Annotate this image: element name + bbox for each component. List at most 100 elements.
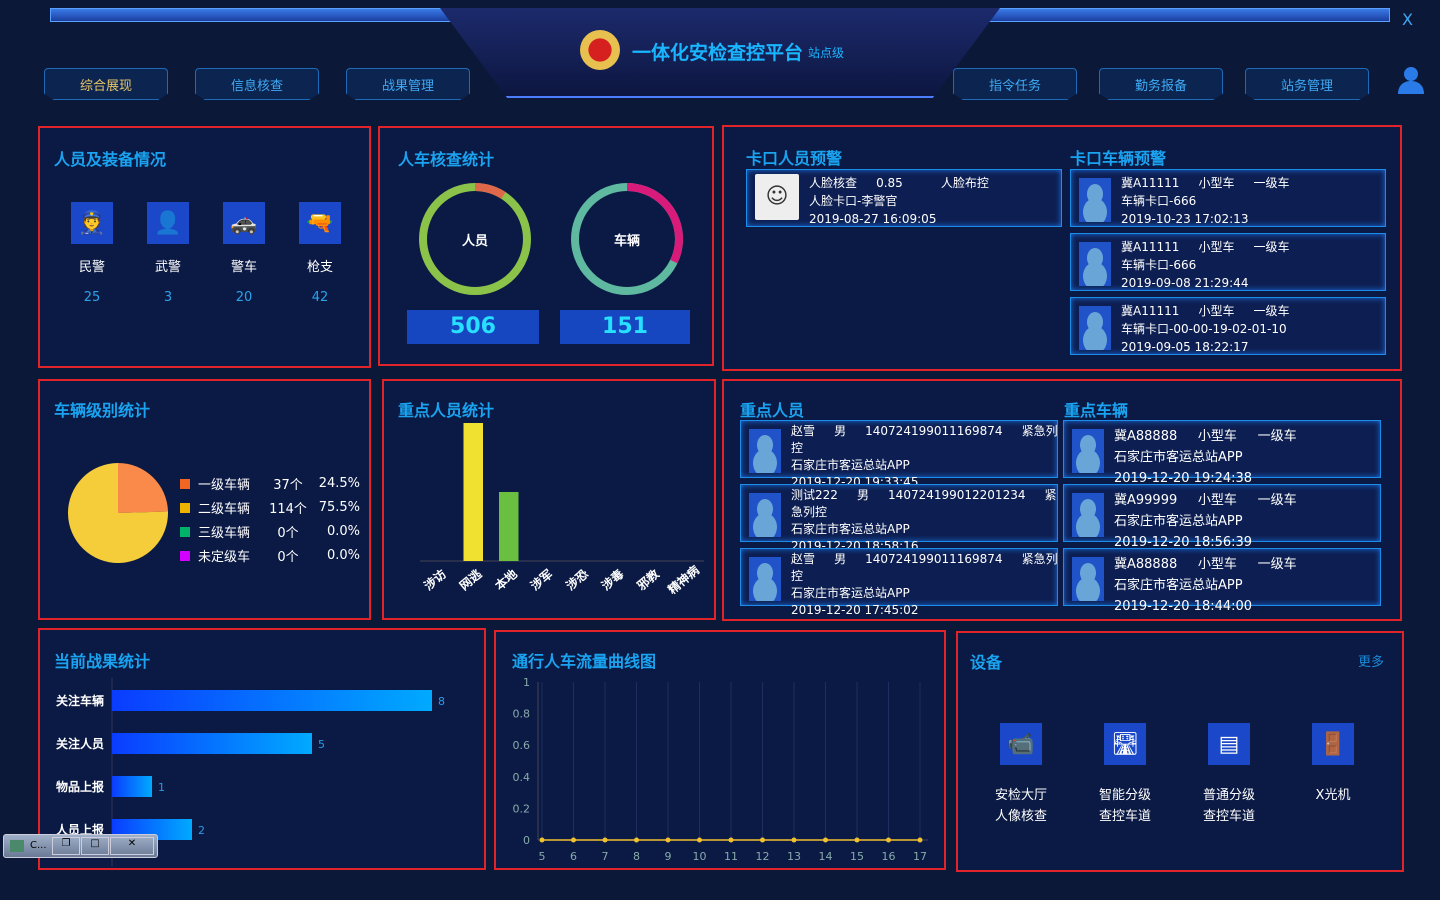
police-officer-icon: 👮: [71, 202, 113, 244]
device-label[interactable]: X光机: [1315, 788, 1351, 803]
legend-item: 未定级车 0个 0.0%: [180, 546, 360, 565]
x-tick-label: 15: [850, 850, 864, 863]
nav-tasks[interactable]: 指令任务: [953, 68, 1077, 100]
alert-text: 冀A11111 小型车 一级车 车辆卡口-666 2019-10-23 17:02:…: [1121, 176, 1290, 226]
staff-value: 20: [235, 290, 253, 305]
vehicle-text: 冀A88888 小型车 一级车 石家庄市客运总站APP 2019-12-20 19:…: [1114, 429, 1297, 486]
key-vehicle-card[interactable]: 冀A88888 小型车 一级车 石家庄市客运总站APP 2019-12-20 18:…: [1063, 548, 1381, 614]
key-person-card[interactable]: 测试222 男 140724199012201234 紧急列控 石家庄市客运总站A…: [740, 484, 1058, 553]
key-person-bar-chart: 涉访 网逃 本地 涉军 涉恐 涉毒 邪教 精神病: [420, 423, 704, 597]
data-point: [854, 837, 860, 843]
window-label: C...: [30, 840, 47, 851]
nav-station[interactable]: 站务管理: [1245, 68, 1369, 100]
data-point: [728, 837, 734, 843]
nav-duty[interactable]: 勤务报备: [1099, 68, 1223, 100]
y-tick-label: 人员上报: [56, 822, 104, 837]
data-point: [791, 837, 797, 843]
person-alert-card[interactable]: ☺ 人脸核查 0.85 人脸布控 人脸卡口-李警官 2019-08-27 16:09…: [746, 169, 1062, 227]
key-vehicle-card[interactable]: 冀A99999 小型车 一级车 石家庄市客运总站APP 2019-12-20 18:…: [1063, 484, 1381, 550]
xray-gate-icon[interactable]: 🚪: [1312, 723, 1354, 765]
bar: [463, 423, 483, 561]
data-label: 2: [198, 824, 205, 837]
device-label[interactable]: 智能分级 查控车道: [1098, 788, 1151, 824]
x-tick-label: 14: [819, 850, 833, 863]
more-link[interactable]: 更多: [1358, 655, 1385, 670]
avatar-placeholder-icon: [1079, 306, 1111, 350]
staff-label: 民警: [78, 260, 105, 275]
restore-button[interactable]: ❐: [52, 837, 80, 855]
results-panel: 当前战果统计 关注车辆 8 关注人员 5 物品上报 1 人员上报 2: [38, 628, 486, 870]
device-label[interactable]: 普通分级 查控车道: [1202, 788, 1255, 824]
close-window-button[interactable]: ✕: [110, 837, 154, 855]
panel-title: 卡口车辆预警: [1070, 149, 1167, 168]
person-count: 506: [407, 310, 539, 344]
key-vehicle-card[interactable]: 冀A88888 小型车 一级车 石家庄市客运总站APP 2019-12-20 19:…: [1063, 420, 1381, 486]
avatar-placeholder-icon: [1079, 178, 1111, 222]
legend-swatch: [180, 502, 190, 513]
x-tick-label: 16: [882, 850, 896, 863]
vehicle-donut: [571, 183, 683, 295]
x-tick-label: 10: [693, 850, 707, 863]
nav-info-check[interactable]: 信息核查: [195, 68, 319, 100]
data-point: [539, 837, 545, 843]
x-tick-label: 6: [570, 850, 577, 863]
panel-title: 重点人员: [740, 401, 805, 420]
gun-icon: 🔫: [299, 202, 341, 244]
panel-title: 人员及装备情况: [54, 150, 167, 169]
minimized-window-taskbar[interactable]: C... ❐ □ ✕: [3, 834, 158, 858]
y-tick-label: 1: [523, 676, 530, 689]
police-emblem-icon: [580, 30, 620, 70]
data-point: [571, 837, 576, 843]
vehicle-alert-card[interactable]: 冀A11111 小型车 一级车 车辆卡口-666 2019-10-23 17:02:…: [1070, 169, 1386, 227]
vehicle-alert-card[interactable]: 冀A11111 小型车 一级车 车辆卡口-666 2019-09-08 21:29:…: [1070, 233, 1386, 291]
armed-police-icon: 👤: [147, 202, 189, 244]
app-title: 一体化安检查控平台: [632, 42, 804, 64]
vehicle-count: 151: [560, 310, 690, 344]
y-tick-label: 0.6: [513, 739, 531, 752]
person-donut: [419, 183, 531, 295]
panel-title: 当前战果统计: [54, 652, 151, 671]
x-tick-label: 8: [633, 850, 640, 863]
avatar-placeholder-icon: [749, 557, 781, 601]
bar: [112, 690, 432, 711]
data-point: [760, 837, 765, 843]
pie-slice: [118, 463, 168, 513]
x-tick-label: 17: [913, 850, 927, 863]
y-tick-label: 0.4: [513, 771, 531, 784]
legend-item: 二级车辆 114个 75.5%: [180, 498, 360, 517]
close-button[interactable]: X: [1402, 10, 1413, 29]
x-tick-label: 5: [539, 850, 546, 863]
key-person-card[interactable]: 赵雪 男 140724199011169874 紧急列控石家庄市客运总站APP 2…: [740, 548, 1058, 617]
nav-results[interactable]: 战果管理: [346, 68, 470, 100]
x-tick-label: 11: [724, 850, 738, 863]
lane-camera-icon[interactable]: 🛣: [1104, 723, 1146, 765]
x-tick-label: 9: [665, 850, 672, 863]
legend-swatch: [180, 526, 190, 537]
legend-swatch: [180, 550, 190, 561]
data-point: [634, 837, 639, 843]
header-center: [440, 8, 1000, 98]
key-person-card[interactable]: 赵雪 男 140724199011169874 紧急列控石家庄市客运总站APP 2…: [740, 420, 1058, 489]
y-tick-label: 关注车辆: [56, 693, 104, 708]
staff-value: 42: [311, 290, 329, 305]
user-icon[interactable]: [1396, 64, 1426, 94]
data-point: [886, 837, 891, 843]
x-tick-label: 精神病: [665, 562, 702, 597]
device-label[interactable]: 安检大厅 人像核查: [994, 788, 1047, 824]
vehicle-donut-label: 车辆: [613, 234, 640, 249]
maximize-button[interactable]: □: [81, 837, 109, 855]
panel-title: 人车核查统计: [398, 150, 495, 169]
data-label: 5: [318, 738, 325, 751]
alert-text: 冀A11111 小型车 一级车 车辆卡口-666 2019-09-08 21:29:…: [1121, 240, 1290, 290]
nav-overview[interactable]: 综合展现: [44, 68, 168, 100]
vehicle-alert-card[interactable]: 冀A11111 小型车 一级车 车辆卡口-00-00-19-02-01-10 201…: [1070, 297, 1386, 355]
panel-title: 卡口人员预警: [746, 149, 843, 168]
camera-icon[interactable]: 📹: [1000, 723, 1042, 765]
police-car-icon: 🚓: [223, 202, 265, 244]
y-tick-label: 0.2: [513, 802, 531, 815]
data-point: [697, 837, 702, 843]
cabinet-icon[interactable]: ▤: [1208, 723, 1250, 765]
staff-value: 25: [83, 290, 101, 305]
avatar-placeholder-icon: [1072, 493, 1104, 537]
x-tick-label: 邪教: [633, 565, 663, 593]
